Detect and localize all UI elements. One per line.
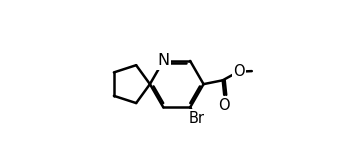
- Text: O: O: [218, 98, 230, 113]
- Text: N: N: [157, 53, 169, 68]
- Text: O: O: [233, 64, 245, 79]
- Text: Br: Br: [189, 111, 204, 126]
